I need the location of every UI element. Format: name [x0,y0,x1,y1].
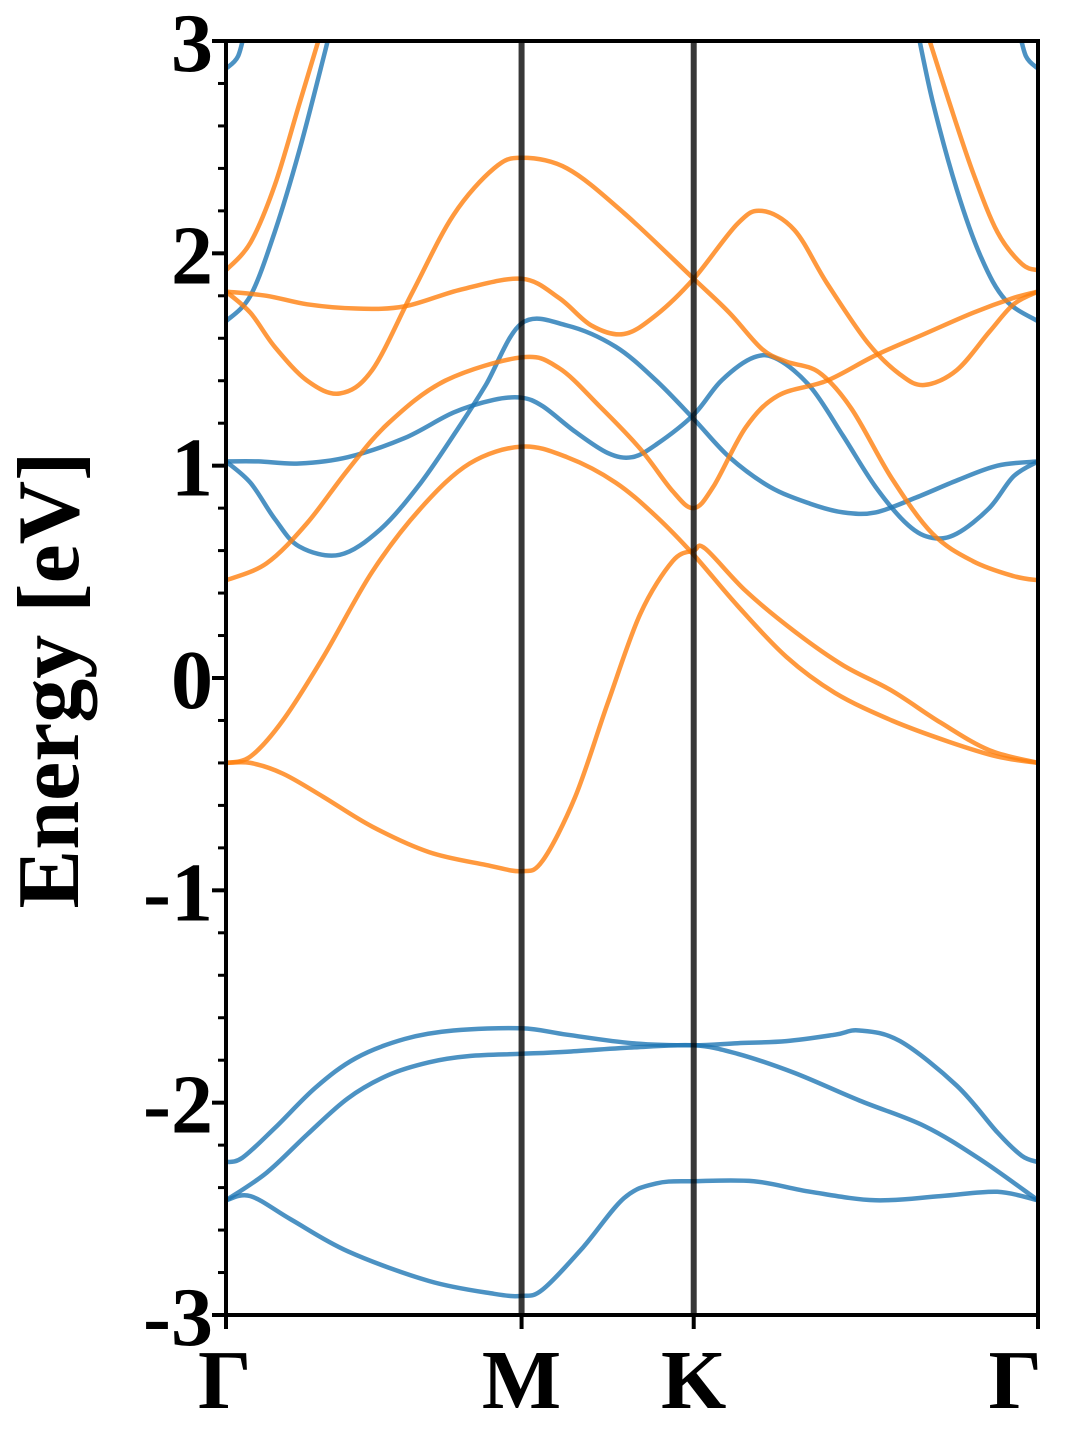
y-axis-label: Energy [eV] [1,452,98,909]
band-blue-3 [226,316,1038,558]
band-blue-4 [226,352,1038,541]
x-tick-label: Γ [989,1334,1042,1427]
band-orange-10 [226,444,1038,766]
y-tick-label: -3 [143,1271,213,1364]
y-tick-label: -1 [143,846,213,939]
band-orange-9 [226,543,1038,874]
plot-frame [224,39,1040,1317]
band-blue-7 [226,41,245,71]
x-tick-label: K [661,1334,726,1427]
y-tick-label: 2 [171,209,213,302]
x-ticks [224,1315,1040,1329]
band-blue-2 [226,1025,1038,1165]
band-blue-8 [1019,41,1038,71]
x-tick-label: Γ [198,1334,251,1427]
band-lines [226,41,1038,1299]
band-blue-6 [917,41,1038,324]
y-tick-label: 3 [171,0,213,90]
y-tick-label: 0 [171,634,213,727]
band-orange-11 [226,289,1038,583]
band-blue-1 [226,1042,1038,1203]
band-blue-0 [226,1178,1038,1299]
x-tick-label: M [482,1334,561,1427]
y-major-ticks [212,39,226,1317]
band-orange-14 [226,41,321,272]
band-orange-12 [226,155,1038,583]
y-tick-label: -2 [143,1059,213,1152]
y-tick-labels: 3 2 1 0 -1 -2 -3 [143,0,213,1364]
band-orange-15 [927,41,1038,273]
high-symmetry-lines [518,41,697,1315]
y-tick-label: 1 [171,422,213,515]
